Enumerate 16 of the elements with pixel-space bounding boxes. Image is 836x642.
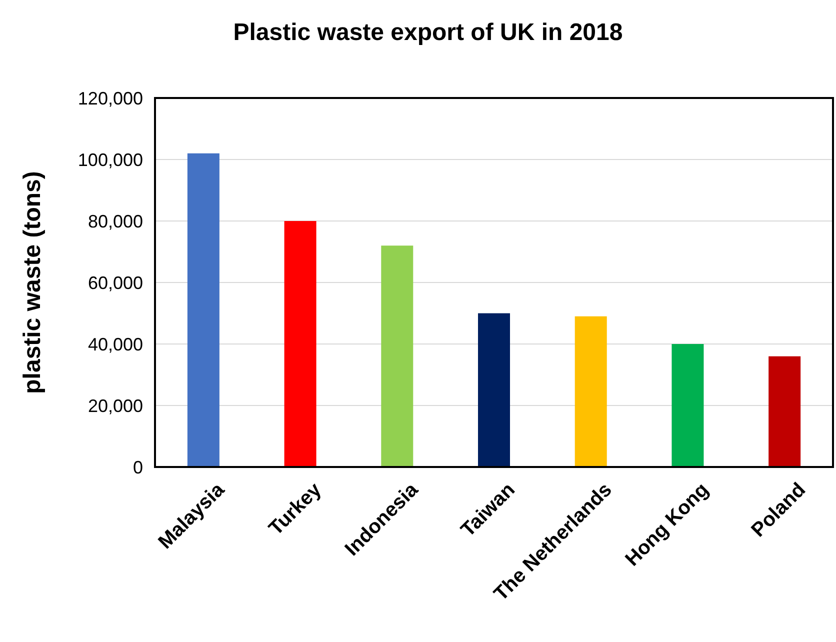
bar bbox=[574, 316, 607, 467]
y-tick-label: 20,000 bbox=[88, 396, 143, 416]
bar bbox=[478, 313, 510, 467]
y-tick-label: 100,000 bbox=[78, 150, 143, 170]
bar bbox=[768, 356, 801, 467]
y-tick-label: 120,000 bbox=[78, 88, 143, 108]
chart-title: Plastic waste export of UK in 2018 bbox=[233, 19, 623, 46]
bar bbox=[672, 344, 704, 467]
bar bbox=[284, 221, 316, 467]
y-axis-title: plastic waste (tons) bbox=[19, 171, 46, 394]
y-tick-label: 0 bbox=[132, 457, 143, 478]
y-tick-label: 40,000 bbox=[88, 334, 143, 354]
bar bbox=[187, 153, 220, 467]
y-tick-label: 60,000 bbox=[88, 272, 143, 293]
y-tick-label: 80,000 bbox=[88, 211, 143, 232]
bar bbox=[381, 246, 414, 467]
